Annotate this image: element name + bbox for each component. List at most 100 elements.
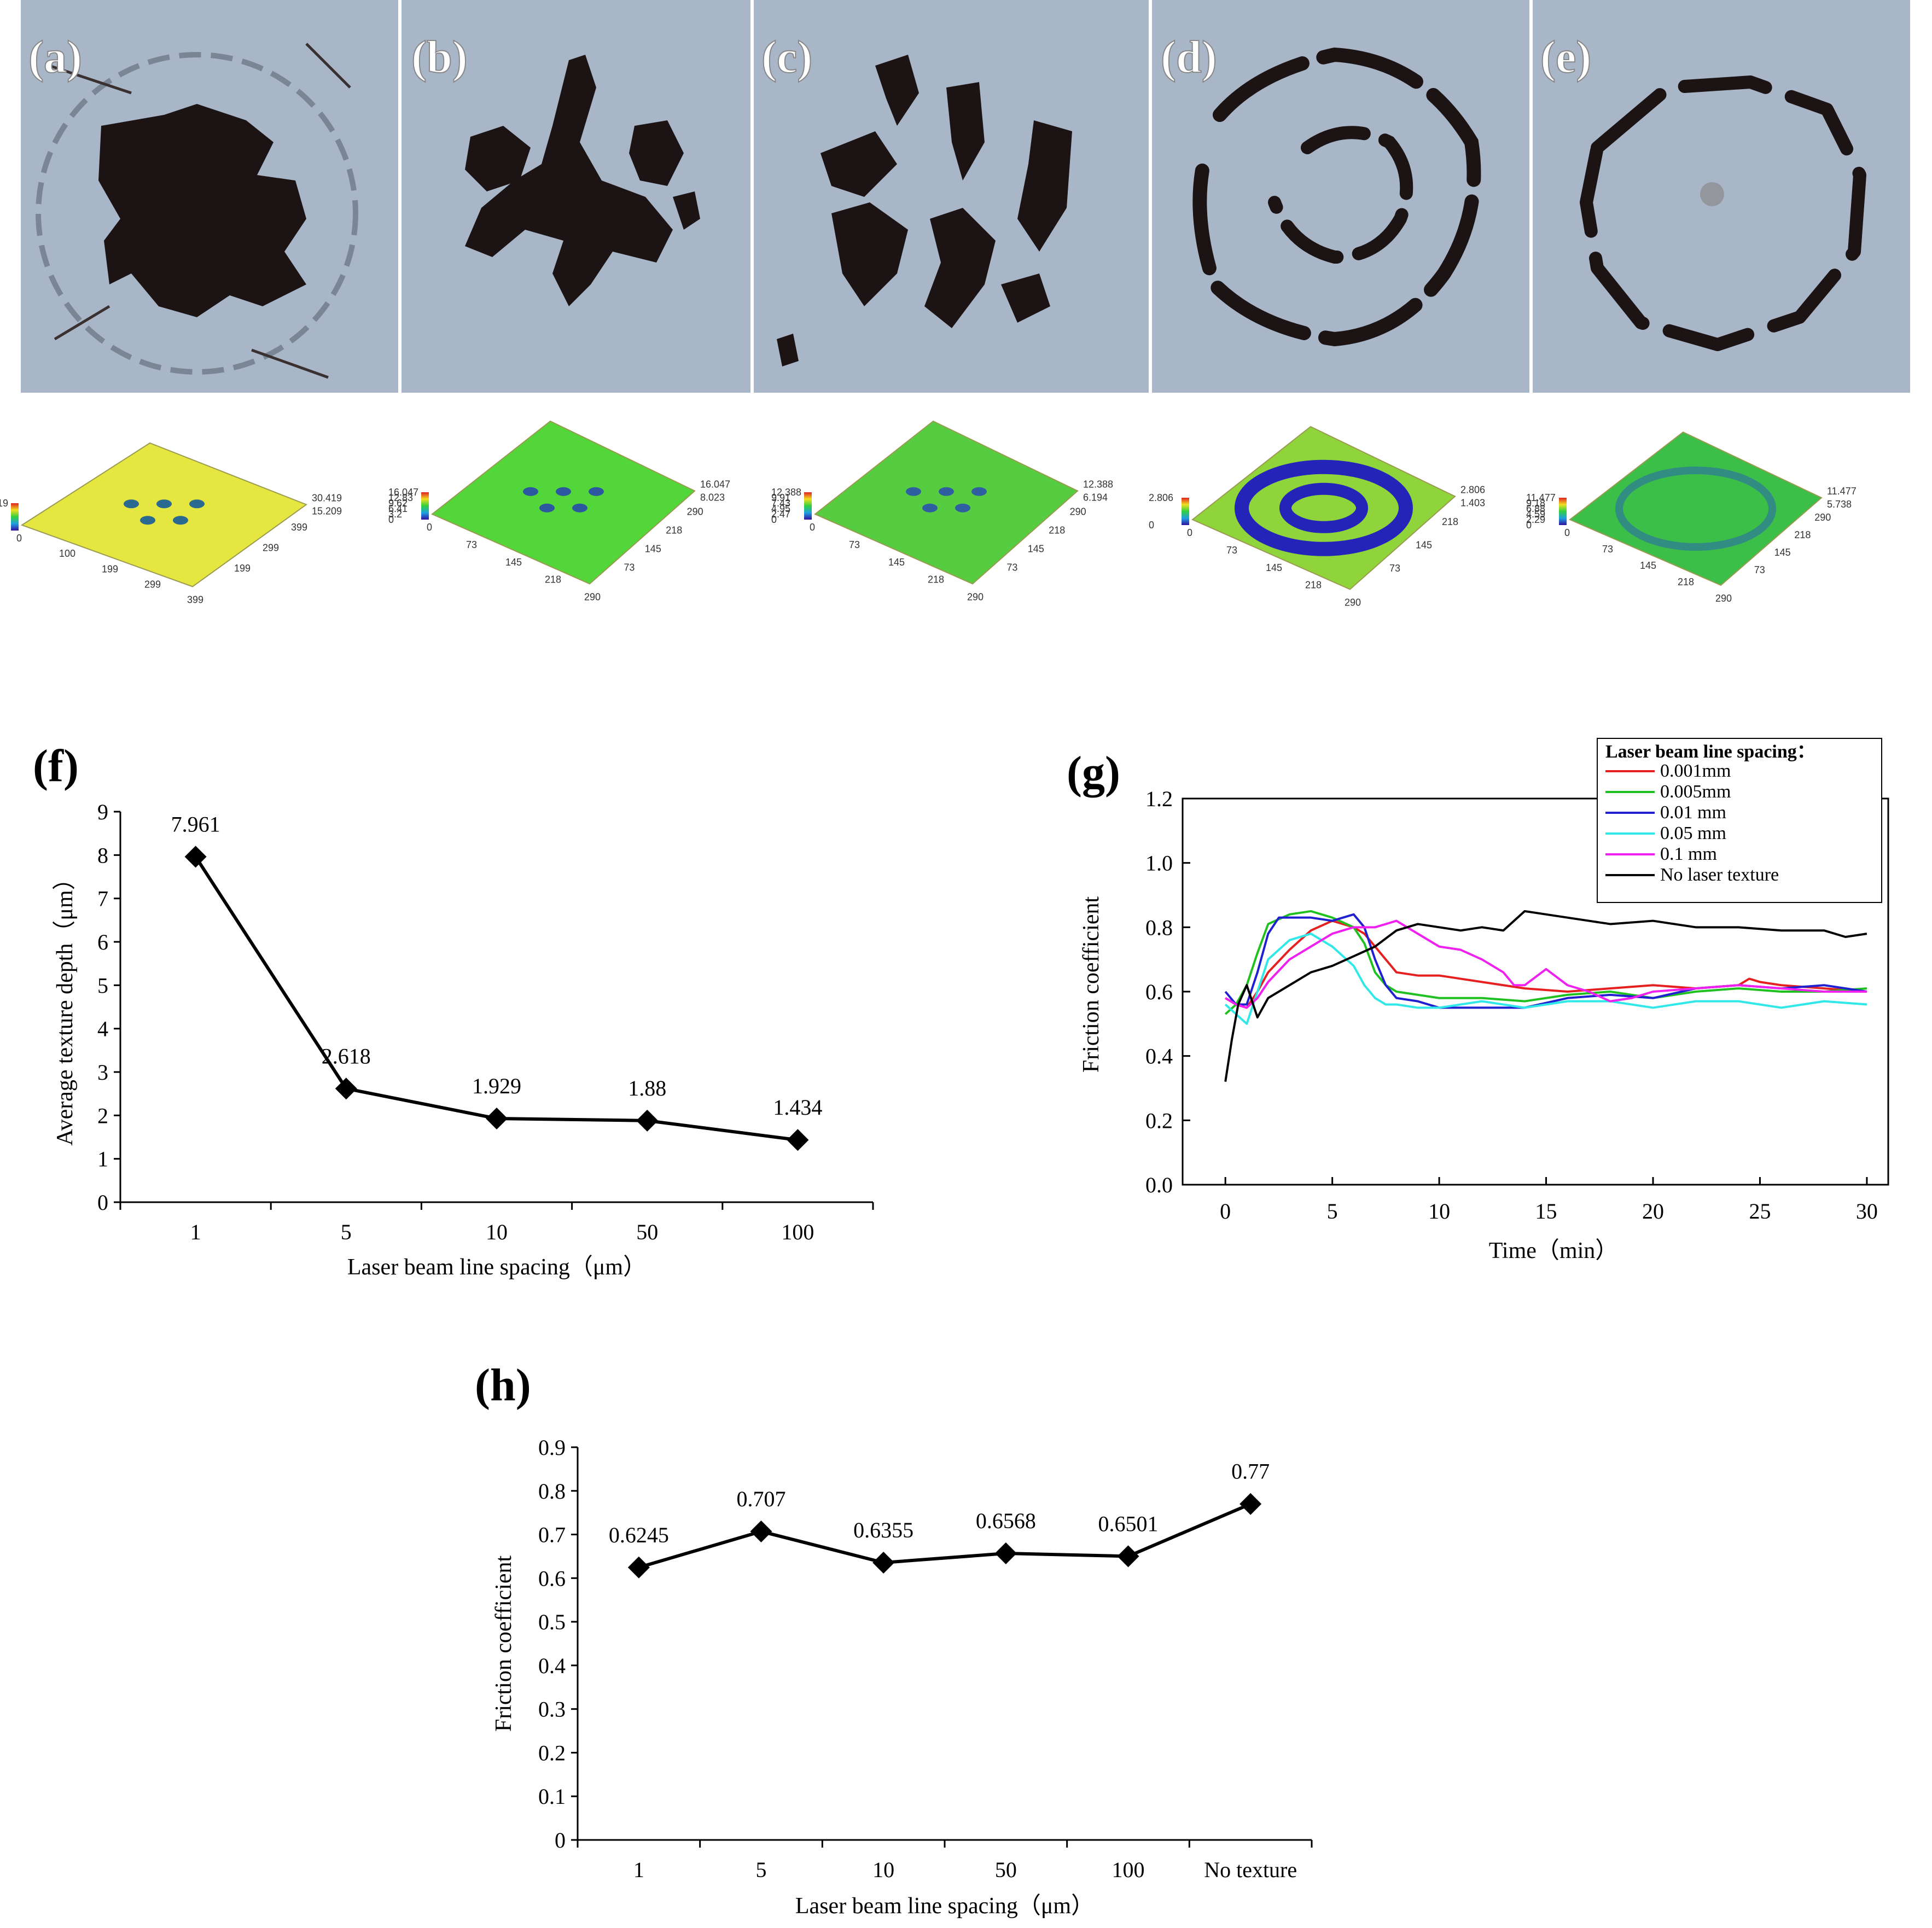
z-top-label: 30.419 <box>312 493 342 504</box>
surface-3d-row: 30.419 0 30.419 15.209 0 100 199 299 399 399 299 19… <box>0 420 1857 608</box>
surface-3d-d: 2.806 0 2.806 1.403 0 73 145 218 290 218 145 73 <box>1149 426 1485 608</box>
x-tick-label: 0 <box>810 522 815 533</box>
legend-item-label: No laser texture <box>1660 865 1779 885</box>
surface-dip <box>955 503 970 512</box>
surface-3d-b: 16.04712.839.626.413.2016.0478.023073145… <box>388 420 730 603</box>
surface-dip <box>523 487 538 496</box>
legend-item-label: 0.005mm <box>1660 782 1731 802</box>
y-tick-label: 7 <box>97 887 108 911</box>
x-tick-label: No texture <box>1204 1857 1297 1882</box>
surface-dip <box>173 516 188 525</box>
surface-dip <box>124 499 139 509</box>
panel-label-b: (b) <box>411 32 468 83</box>
texture-region <box>875 55 919 126</box>
micrograph-b: (b) <box>401 0 750 393</box>
z-top-label: 12.388 <box>1083 479 1113 490</box>
outer-ring-texture <box>1192 47 1481 347</box>
y-tick-label: 1.2 <box>1145 787 1173 811</box>
z-tick-label: 4.95 <box>771 503 790 514</box>
series-group <box>1224 910 1867 1082</box>
texture-region <box>831 202 908 306</box>
texture-region <box>820 131 897 197</box>
texture-region <box>98 104 306 317</box>
series-line-4 <box>1225 919 1867 1009</box>
texture-region <box>673 191 700 230</box>
z-tick-label: 30.419 <box>0 498 8 509</box>
color-bar <box>421 492 429 520</box>
y-tick-label: 218 <box>1442 516 1458 527</box>
legend-title: Laser beam line spacing： <box>1605 742 1815 762</box>
surface-dip <box>556 487 571 496</box>
x-tick-label: 73 <box>1602 544 1613 555</box>
z-tick-label: 2.47 <box>771 509 790 520</box>
y-tick-label: 0.4 <box>1145 1044 1173 1069</box>
data-label: 0.6568 <box>976 1508 1036 1533</box>
panel-label-e: (e) <box>1540 32 1591 83</box>
z-mid-label: 1.403 <box>1460 498 1485 509</box>
x-tick-label: 1 <box>633 1857 644 1882</box>
x-tick-label: 5 <box>756 1857 767 1882</box>
chart-g: (g) 0.0 0.2 0.4 0.6 0.8 1.0 1.2 0 5 10 15 20 25 30 L… <box>1067 738 1889 1263</box>
y-tick-label: 218 <box>666 525 682 536</box>
y-ticks: 0 1 2 3 4 5 6 7 8 9 <box>97 800 120 1215</box>
data-point-marker <box>872 1552 895 1574</box>
micrograph-d: (d) <box>1152 0 1529 393</box>
x-tick-label: 0 <box>16 533 22 544</box>
y-tick-label: 0.8 <box>1145 915 1173 940</box>
surface-dip <box>572 503 587 512</box>
z-tick-label: 2.806 <box>1149 492 1173 503</box>
x-tick-label: 50 <box>636 1220 658 1244</box>
x-tick-label: 0 <box>1564 527 1570 538</box>
y-tick-label: 6 <box>97 930 108 954</box>
texture-crack <box>49 43 351 379</box>
z-tick-label: 9.18 <box>1526 498 1545 509</box>
surface-plane <box>1569 431 1823 586</box>
z-mid-label: 15.209 <box>312 506 342 517</box>
texture-region <box>1017 120 1072 252</box>
y-tick-label: 145 <box>1028 544 1044 555</box>
surface-plane <box>431 420 696 585</box>
x-ticks: 1 5 10 50 100 <box>119 1202 874 1244</box>
y-tick-label: 2 <box>97 1103 108 1128</box>
x-tick-label: 290 <box>584 592 601 603</box>
z-tick-label: 0 <box>771 514 777 525</box>
x-tick-label: 73 <box>1226 545 1237 556</box>
micrograph-background <box>1152 0 1529 393</box>
micrograph-a: (a) <box>21 0 398 393</box>
data-markers: 0.6245 0.707 0.6355 0.6568 0.6501 0.77 <box>609 1459 1270 1578</box>
panel-label-f: (f) <box>33 741 79 791</box>
x-ticks: 1 5 10 50 100 No texture <box>577 1840 1313 1882</box>
x-tick-label: 100 <box>59 548 75 559</box>
y-tick-label: 218 <box>1049 525 1065 536</box>
z-mid-label: 8.023 <box>700 492 725 503</box>
y-tick-label: 0 <box>97 1190 108 1215</box>
texture-region <box>1001 273 1050 323</box>
z-tick-label: 16.047 <box>388 487 418 498</box>
z-tick-label: 0 <box>1149 520 1154 531</box>
z-tick-label: 2.29 <box>1526 514 1545 525</box>
y-tick-label: 0.1 <box>538 1784 566 1809</box>
y-tick-label: 73 <box>1389 563 1400 574</box>
y-tick-label: 299 <box>263 543 279 554</box>
y-tick-label: 0.6 <box>1145 980 1173 1004</box>
x-tick-label: 5 <box>1327 1199 1338 1224</box>
y-tick-label: 399 <box>291 522 307 533</box>
x-tick-label: 218 <box>545 574 561 585</box>
panel-label-c: (c) <box>761 32 812 83</box>
z-tick-label: 7.43 <box>771 498 790 509</box>
y-tick-label: 0.2 <box>538 1740 566 1765</box>
z-tick-label: 4.59 <box>1526 509 1545 520</box>
chart-f: (f) 0 1 2 3 4 5 6 7 8 9 1 5 10 50 100 7.961 2.618 1.929… <box>33 741 874 1280</box>
x-tick-label: 73 <box>849 539 860 550</box>
y-tick-label: 3 <box>97 1060 108 1085</box>
z-tick-label: 9.91 <box>771 492 790 503</box>
micrograph-e: (e) <box>1533 0 1910 393</box>
texture-region <box>777 334 799 366</box>
y-tick-label: 290 <box>687 506 703 517</box>
y-tick-label: 0 <box>555 1828 566 1853</box>
z-tick-label: 0 <box>1526 520 1532 531</box>
y-tick-label: 73 <box>1006 562 1017 573</box>
data-point-marker <box>994 1542 1017 1565</box>
y-axis-label: Average texture depth（μm） <box>53 867 78 1145</box>
